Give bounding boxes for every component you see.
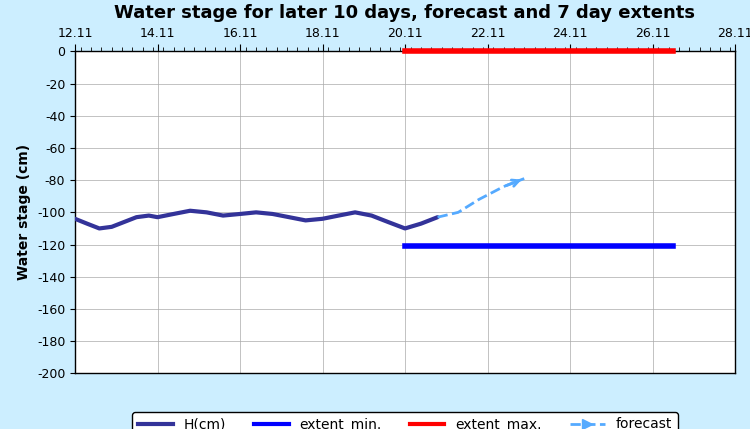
Title: Water stage for later 10 days, forecast and 7 day extents: Water stage for later 10 days, forecast …	[115, 4, 695, 22]
Legend: H(cm), extent_min., extent_max., forecast: H(cm), extent_min., extent_max., forecas…	[132, 412, 678, 429]
Y-axis label: Water stage (cm): Water stage (cm)	[17, 144, 32, 281]
